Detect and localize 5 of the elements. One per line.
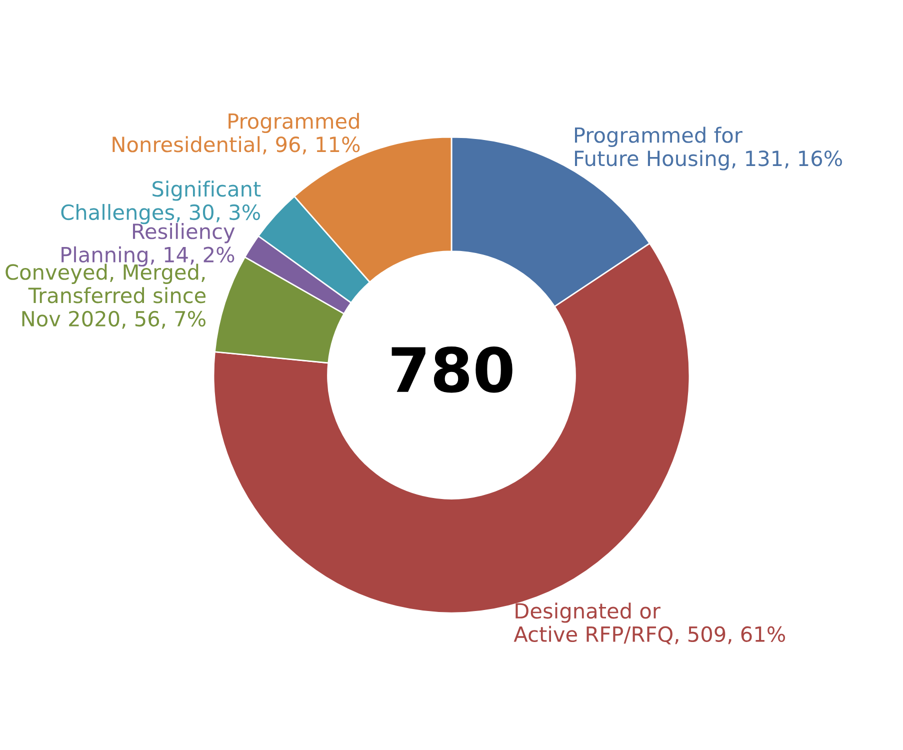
text: 780 (392, 346, 512, 393)
slice-label: Programmed for Future Housing, 131, 16% (574, 126, 842, 170)
slice-label: Significant Challenges, 30, 3% (61, 180, 261, 224)
slice-label: Designated or Active RFP/RFQ, 509, 61% (514, 602, 786, 644)
slice-label: Programmed Nonresidential, 96, 11% (112, 112, 360, 154)
